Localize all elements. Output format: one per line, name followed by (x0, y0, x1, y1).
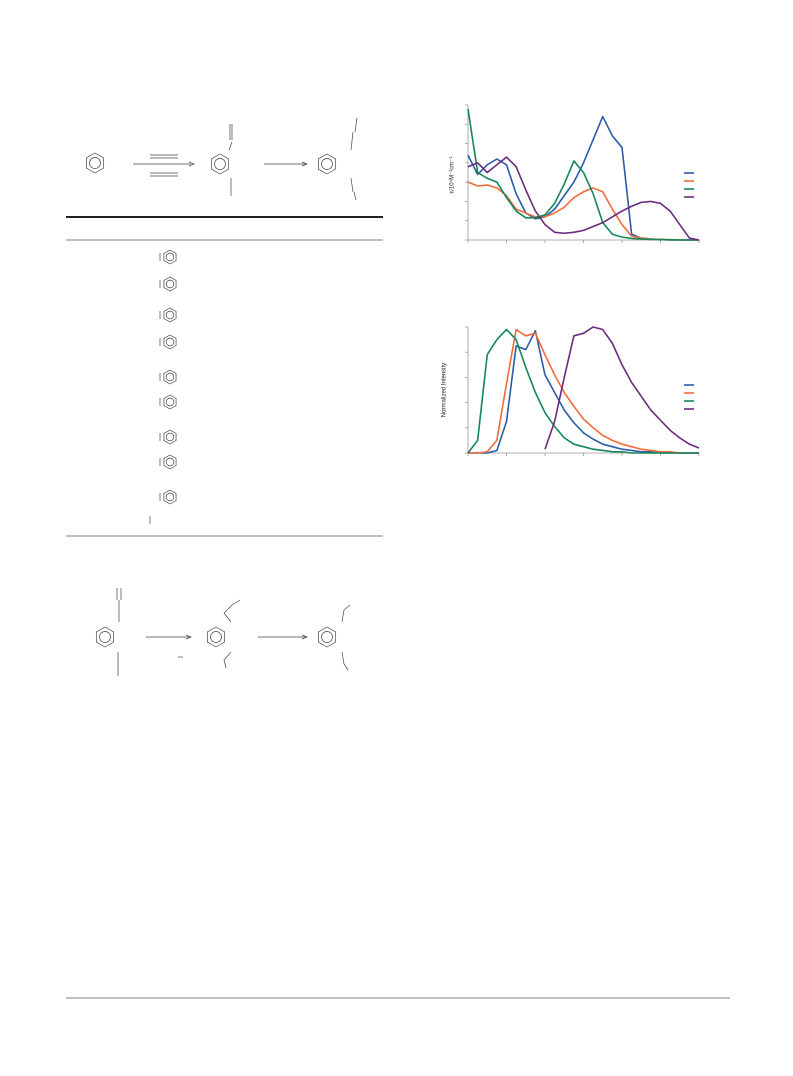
ring-inner (165, 252, 175, 262)
series-line (468, 328, 699, 454)
ring-inner (165, 397, 175, 407)
series-line (467, 115, 699, 241)
ring-inner (321, 158, 333, 170)
ring (95, 626, 115, 648)
ring-inner (165, 372, 175, 382)
ring (163, 307, 177, 323)
scheme-bottom (116, 588, 351, 676)
ring-inner (165, 432, 175, 442)
scheme-top (133, 117, 358, 201)
ring (163, 249, 177, 265)
ring-inner (165, 457, 175, 467)
ring (317, 626, 337, 648)
ring (210, 153, 230, 175)
ring (163, 334, 177, 350)
ring (85, 152, 105, 174)
ring-inner (99, 631, 111, 643)
series-line (467, 156, 700, 241)
ring (163, 489, 177, 505)
ring (163, 276, 177, 292)
ring (206, 626, 226, 648)
ring-inner (165, 337, 175, 347)
ring-inner (165, 279, 175, 289)
ring-inner (321, 631, 333, 643)
series-line (467, 328, 699, 454)
ring (163, 454, 177, 470)
ring-inner (210, 631, 222, 643)
y-axis-label: ε/10⁴M⁻¹cm⁻¹ (449, 157, 456, 194)
ring-inner (89, 157, 101, 169)
ring (163, 394, 177, 410)
ring-inner (165, 492, 175, 502)
series-line (468, 329, 699, 454)
ring (317, 153, 337, 175)
ring-inner (165, 310, 175, 320)
series-line (544, 326, 700, 450)
y-axis-label: Normalized Intensity (442, 363, 448, 417)
ring-inner (214, 158, 226, 170)
series-line (467, 108, 699, 241)
ring (163, 369, 177, 385)
ring (163, 429, 177, 445)
